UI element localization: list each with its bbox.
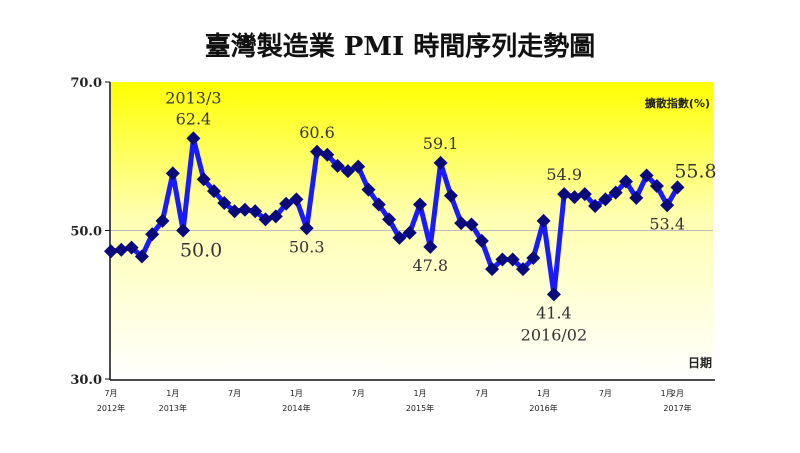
data-label: 2016/02 — [521, 325, 587, 344]
data-point — [145, 227, 160, 242]
data-point — [598, 192, 613, 207]
data-point — [588, 198, 603, 213]
x-tick-month: 7月 — [475, 389, 488, 398]
x-tick-month: 1月 — [537, 389, 550, 398]
data-point — [649, 178, 664, 193]
x-tick-year: 2017年 — [663, 403, 691, 413]
data-label: 55.8 — [674, 160, 716, 182]
data-point — [670, 180, 685, 195]
data-point — [443, 188, 458, 203]
data-point — [567, 190, 582, 205]
data-point — [474, 233, 489, 248]
data-point — [104, 244, 118, 259]
x-tick-year: 2012年 — [97, 403, 125, 413]
data-point — [351, 159, 366, 174]
x-tick-month: 7月 — [352, 389, 365, 398]
data-label: 2013/3 — [165, 88, 221, 107]
data-point — [310, 144, 324, 159]
data-point — [464, 217, 479, 232]
data-point — [196, 172, 211, 187]
y-tick-label: 30.0 — [70, 373, 102, 388]
data-point — [485, 262, 500, 277]
data-point — [629, 190, 644, 205]
data-label: 54.9 — [546, 165, 582, 184]
x-axis-label: 日期 — [688, 355, 712, 370]
data-point — [227, 204, 242, 219]
data-point — [392, 230, 407, 245]
data-point — [237, 202, 252, 217]
data-point — [114, 242, 129, 257]
x-tick-month: 1月 — [290, 389, 303, 398]
data-point — [340, 164, 355, 179]
data-label: 47.8 — [412, 256, 448, 275]
x-tick-month: 7月 — [104, 389, 117, 398]
data-point — [660, 198, 675, 213]
data-point — [536, 213, 551, 228]
x-tick-month: 7月 — [599, 389, 612, 398]
data-point — [186, 131, 201, 146]
data-label: 50.0 — [180, 240, 222, 262]
chart-title: 臺灣製造業 PMI 時間序列走勢圖 — [205, 31, 596, 62]
data-point — [268, 209, 283, 224]
data-point — [155, 213, 170, 228]
data-label: 53.4 — [649, 214, 685, 233]
data-point — [320, 147, 335, 162]
data-point — [526, 250, 541, 265]
y-tick-label: 50.0 — [70, 225, 102, 240]
data-point — [639, 168, 654, 183]
y-axis-label: 擴散指數(%) — [645, 96, 710, 110]
x-tick-month: 1月 — [166, 389, 179, 398]
data-point — [402, 225, 417, 240]
data-point — [619, 174, 633, 189]
data-point — [134, 249, 149, 264]
data-point — [608, 185, 623, 200]
data-point — [433, 155, 448, 170]
data-point — [546, 287, 561, 302]
y-tick-label: 70.0 — [70, 76, 102, 91]
x-tick-month: 2月 — [671, 389, 684, 398]
data-point — [423, 239, 438, 254]
data-point — [165, 166, 180, 181]
data-point — [217, 196, 232, 211]
data-point — [207, 184, 221, 199]
data-point — [577, 187, 592, 202]
data-point — [413, 197, 427, 212]
data-label: 41.4 — [536, 303, 572, 322]
x-tick-month: 1月 — [661, 389, 674, 398]
data-point — [330, 158, 345, 173]
data-point — [371, 197, 386, 212]
data-point — [454, 216, 469, 231]
data-point — [505, 252, 520, 267]
data-label: 60.6 — [299, 123, 335, 142]
data-point — [495, 252, 510, 267]
data-point — [299, 221, 314, 236]
data-point — [176, 223, 191, 238]
data-point — [124, 240, 139, 255]
data-point — [248, 204, 263, 219]
data-label: 50.3 — [289, 237, 325, 256]
data-point — [289, 192, 304, 207]
x-tick-year: 2015年 — [406, 403, 434, 413]
data-point — [361, 182, 376, 197]
x-tick-month: 7月 — [228, 389, 241, 398]
data-point — [516, 262, 530, 277]
x-tick-year: 2013年 — [159, 403, 187, 413]
data-point — [279, 196, 294, 211]
data-point — [382, 212, 397, 227]
x-tick-year: 2016年 — [529, 403, 557, 413]
x-tick-month: 1月 — [413, 389, 426, 398]
data-point — [258, 212, 273, 227]
x-tick-year: 2014年 — [282, 403, 310, 413]
data-label: 62.4 — [176, 109, 212, 128]
data-label: 59.1 — [423, 134, 459, 153]
data-point — [557, 187, 572, 202]
